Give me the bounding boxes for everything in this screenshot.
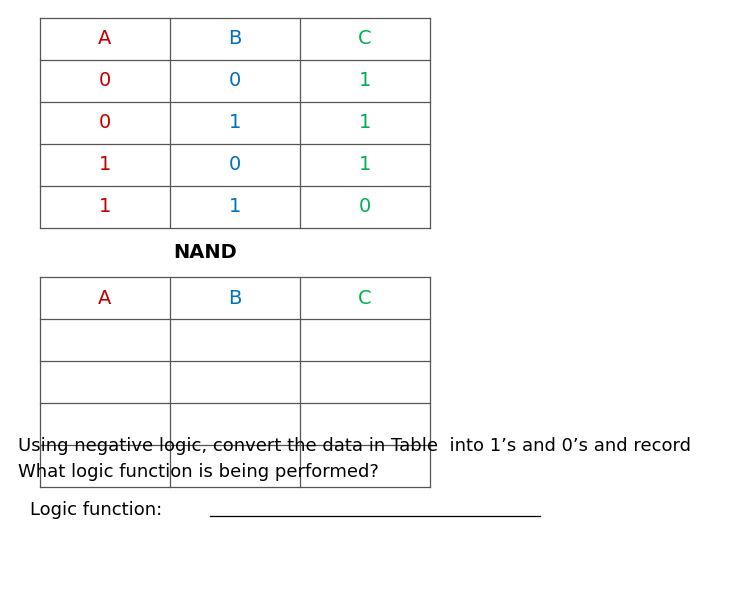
Text: B: B xyxy=(228,29,242,48)
Text: A: A xyxy=(98,29,112,48)
Text: 1: 1 xyxy=(99,155,111,174)
Text: 1: 1 xyxy=(359,71,372,91)
Text: 1: 1 xyxy=(359,114,372,133)
Text: Logic function:: Logic function: xyxy=(30,501,163,519)
Text: 1: 1 xyxy=(228,197,241,217)
Text: 1: 1 xyxy=(99,197,111,217)
Text: C: C xyxy=(358,29,372,48)
Text: B: B xyxy=(228,289,242,307)
Text: NAND: NAND xyxy=(173,243,237,262)
Text: A: A xyxy=(98,289,112,307)
Text: Using negative logic, convert the data in Table  into 1’s and 0’s and record: Using negative logic, convert the data i… xyxy=(18,437,691,455)
Text: What logic function is being performed?: What logic function is being performed? xyxy=(18,463,379,481)
Text: 0: 0 xyxy=(99,114,111,133)
Text: 1: 1 xyxy=(228,114,241,133)
Text: 0: 0 xyxy=(229,71,241,91)
Text: 1: 1 xyxy=(359,155,372,174)
Text: 0: 0 xyxy=(229,155,241,174)
Text: C: C xyxy=(358,289,372,307)
Text: 0: 0 xyxy=(359,197,371,217)
Text: 0: 0 xyxy=(99,71,111,91)
